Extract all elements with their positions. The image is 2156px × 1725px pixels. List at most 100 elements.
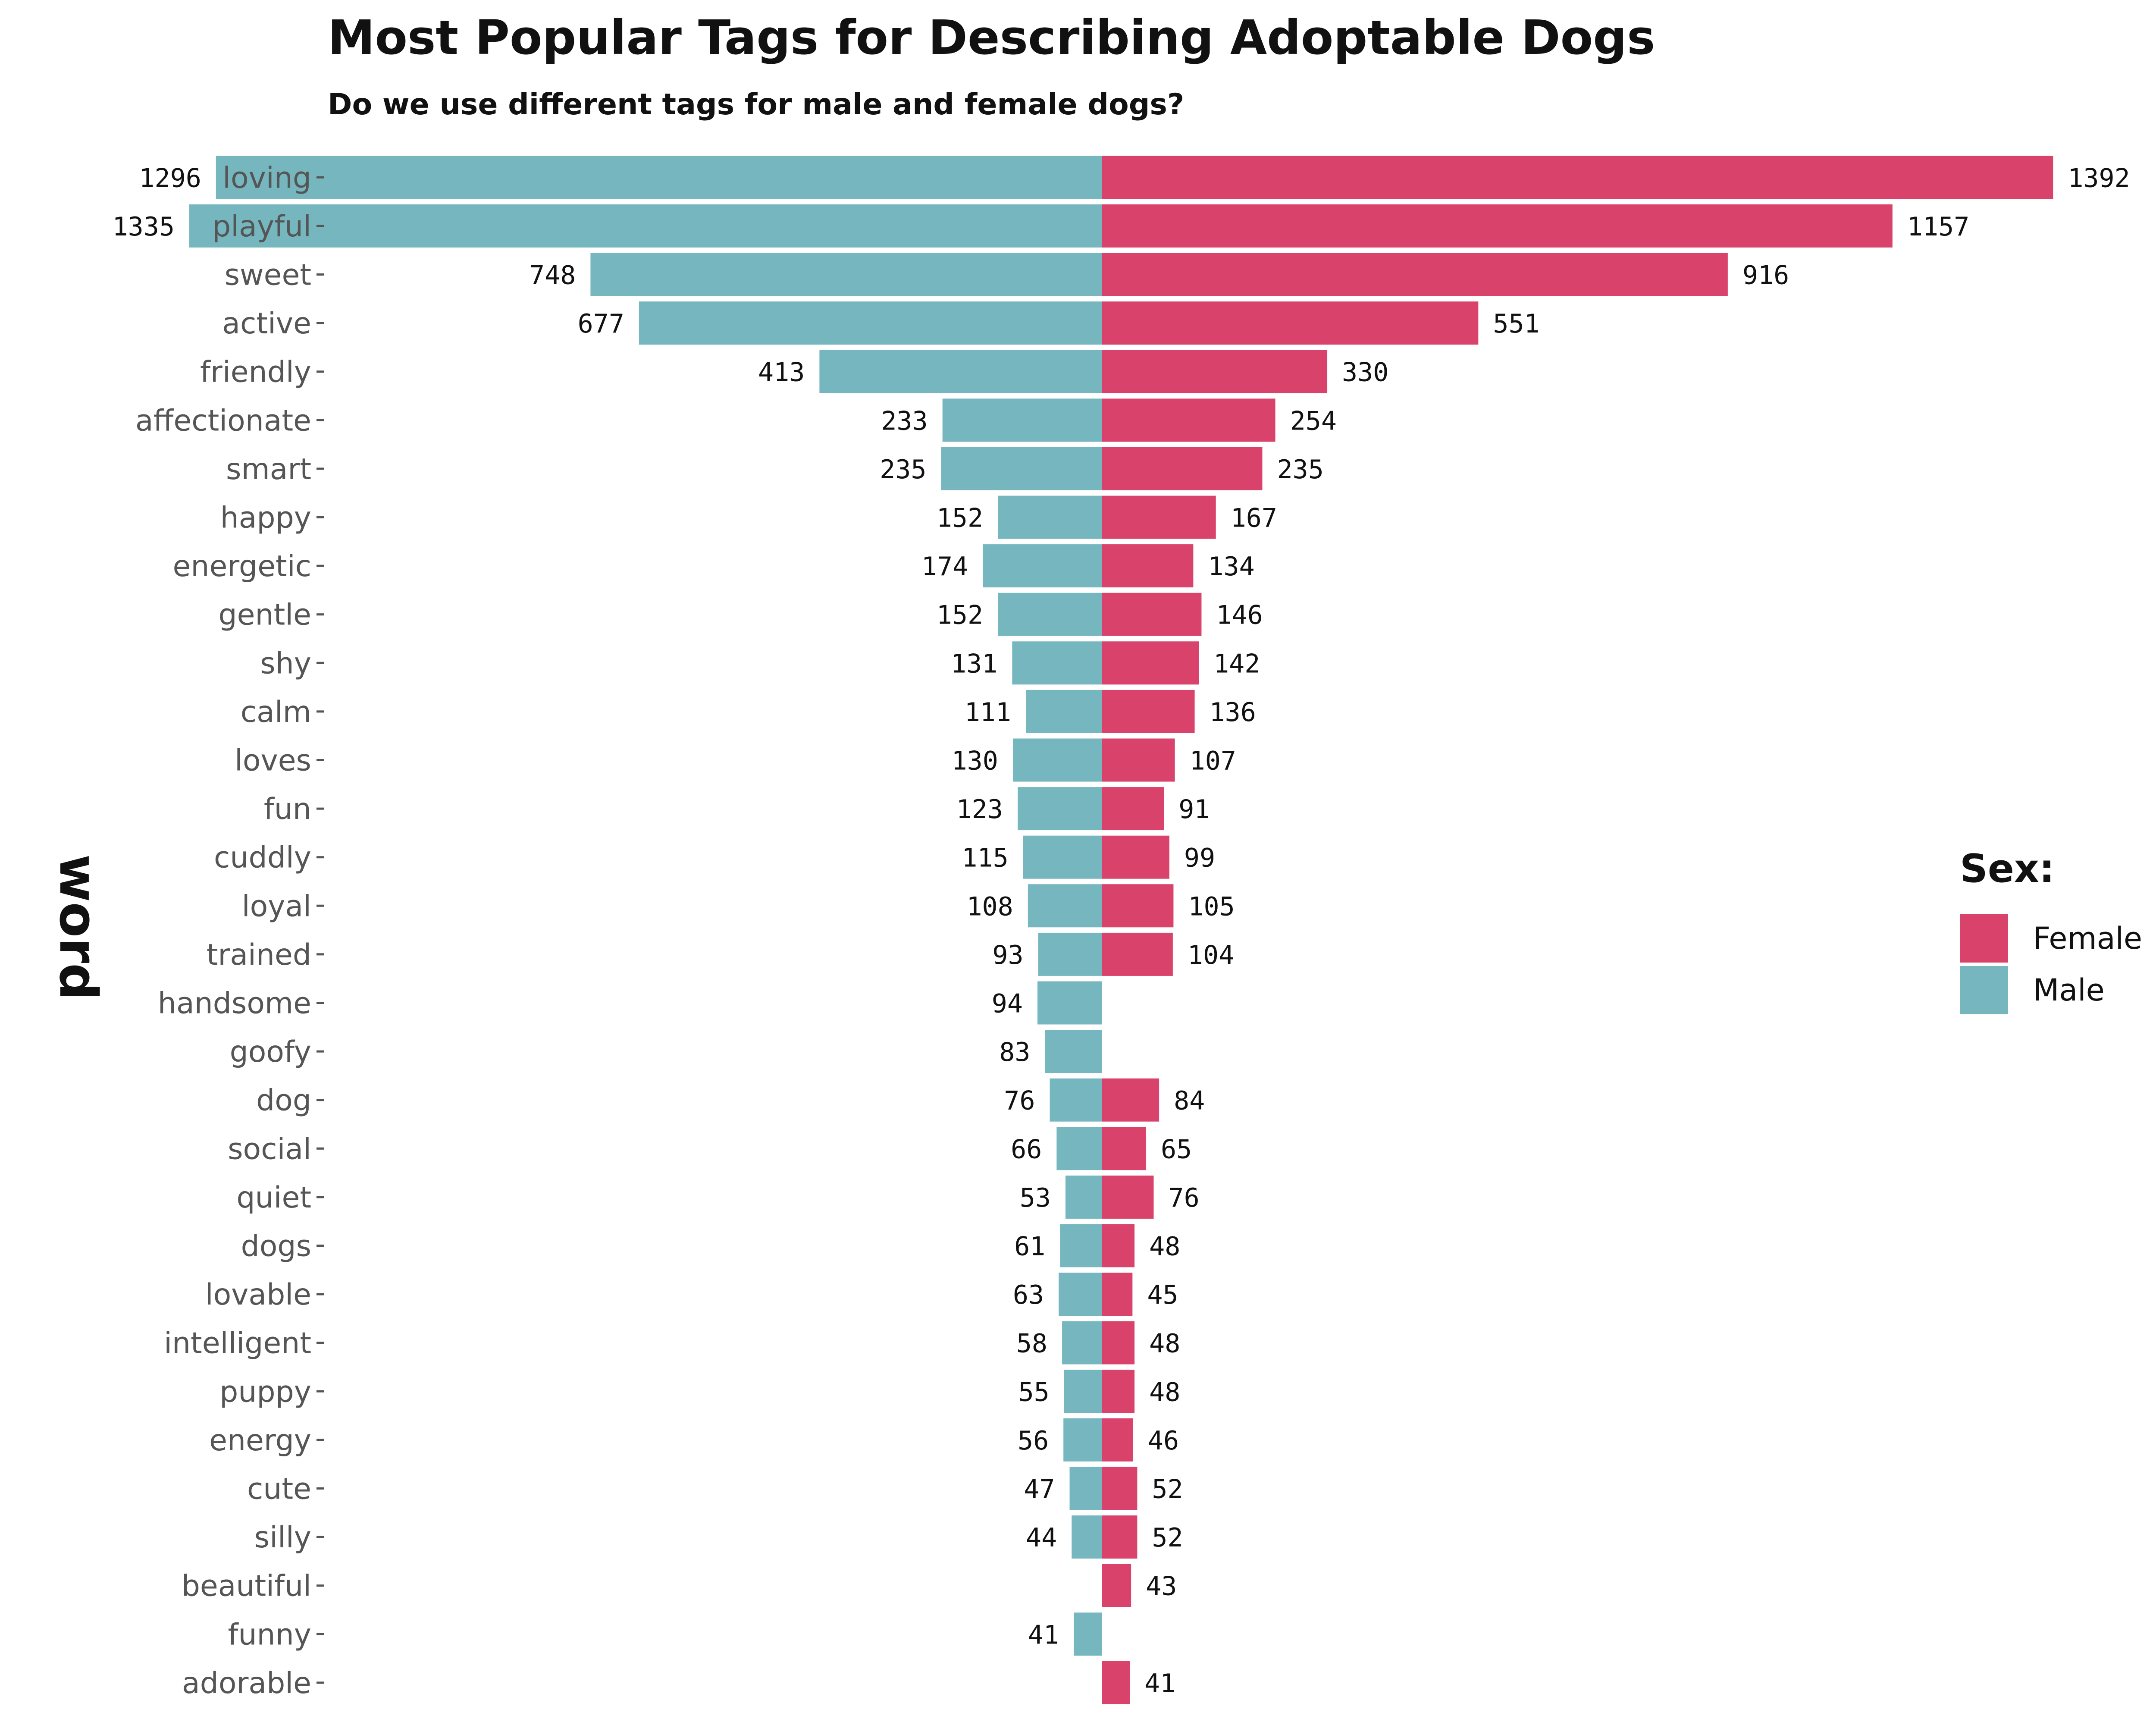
bar-female-cute xyxy=(1102,1467,1138,1510)
category-label-handsome: handsome xyxy=(158,987,311,1021)
category-label-social: social xyxy=(228,1132,311,1166)
bar-male-funny xyxy=(1074,1612,1102,1656)
category-label-fun: fun xyxy=(264,792,311,826)
bar-male-puppy xyxy=(1064,1370,1102,1413)
value-label-female-adorable: 41 xyxy=(1144,1669,1175,1699)
category-label-cuddly: cuddly xyxy=(214,841,311,875)
bar-female-calm xyxy=(1102,690,1195,733)
bar-male-handsome xyxy=(1037,981,1102,1025)
value-label-male-goofy: 83 xyxy=(999,1037,1030,1067)
bar-male-loves xyxy=(1012,738,1102,782)
value-label-male-lovable: 63 xyxy=(1013,1280,1044,1310)
value-label-female-trained: 104 xyxy=(1188,940,1234,970)
bar-male-active xyxy=(639,301,1102,345)
bar-female-friendly xyxy=(1102,350,1328,393)
value-label-male-affectionate: 233 xyxy=(881,406,928,436)
value-label-male-dog: 76 xyxy=(1004,1086,1035,1116)
bar-male-fun xyxy=(1018,787,1102,831)
bar-female-gentle xyxy=(1102,593,1202,636)
bar-female-energetic xyxy=(1102,544,1194,588)
bar-male-energy xyxy=(1063,1418,1102,1462)
value-label-male-energetic: 174 xyxy=(921,552,968,582)
value-label-male-sweet: 748 xyxy=(529,260,576,291)
bar-male-social xyxy=(1056,1127,1102,1170)
value-label-female-sweet: 916 xyxy=(1742,260,1789,291)
bar-male-smart xyxy=(941,447,1102,490)
bar-male-calm xyxy=(1026,690,1102,733)
category-label-intelligent: intelligent xyxy=(164,1327,311,1361)
value-label-male-shy: 131 xyxy=(951,649,997,679)
legend-label-female: Female xyxy=(2033,921,2142,956)
value-label-female-active: 551 xyxy=(1493,309,1539,339)
bar-female-energy xyxy=(1102,1418,1133,1462)
bar-female-loves xyxy=(1102,738,1175,782)
value-label-female-smart: 235 xyxy=(1277,455,1323,485)
category-label-loving: loving xyxy=(222,161,311,195)
value-label-male-loving: 1296 xyxy=(139,163,201,193)
value-label-male-dogs: 61 xyxy=(1014,1232,1045,1262)
category-label-dogs: dogs xyxy=(241,1229,311,1264)
value-label-male-handsome: 94 xyxy=(992,989,1023,1019)
value-labels: 1296 1392 1335 1157 748 916 677 551 413 330 233 254… xyxy=(113,163,2130,1699)
value-label-male-friendly: 413 xyxy=(758,358,805,388)
value-label-female-affectionate: 254 xyxy=(1290,406,1337,436)
bar-female-cuddly xyxy=(1102,835,1169,879)
category-label-friendly: friendly xyxy=(200,355,311,389)
value-label-male-calm: 111 xyxy=(965,697,1011,728)
legend: Sex: Female Male xyxy=(1960,846,2142,1014)
category-label-goofy: goofy xyxy=(230,1035,311,1069)
category-label-funny: funny xyxy=(228,1618,311,1652)
value-label-female-happy: 167 xyxy=(1231,503,1277,533)
value-label-female-puppy: 48 xyxy=(1149,1377,1180,1407)
bar-female-active xyxy=(1102,301,1479,345)
y-axis-title: word xyxy=(48,854,108,1000)
bar-male-quiet xyxy=(1065,1175,1102,1219)
value-label-female-cuddly: 99 xyxy=(1184,843,1215,873)
category-label-active: active xyxy=(222,307,311,341)
category-label-quiet: quiet xyxy=(236,1181,311,1215)
category-label-sweet: sweet xyxy=(225,258,311,292)
category-label-energy: energy xyxy=(209,1424,311,1458)
category-label-loyal: loyal xyxy=(242,889,311,923)
category-label-loves: loves xyxy=(235,744,311,778)
category-label-dog: dog xyxy=(256,1084,311,1118)
value-label-male-playful: 1335 xyxy=(113,212,175,242)
value-label-male-quiet: 53 xyxy=(1020,1183,1051,1213)
bar-male-dog xyxy=(1050,1078,1102,1122)
category-label-beautiful: beautiful xyxy=(182,1569,311,1603)
chart-title: Most Popular Tags for Describing Adoptab… xyxy=(328,10,1655,65)
value-label-male-cuddly: 115 xyxy=(962,843,1008,873)
bar-male-shy xyxy=(1012,641,1102,685)
bar-male-intelligent xyxy=(1062,1321,1102,1364)
value-label-male-gentle: 152 xyxy=(937,600,983,630)
legend-swatch-male xyxy=(1960,966,2008,1014)
bar-female-dogs xyxy=(1102,1224,1135,1267)
bar-female-playful xyxy=(1102,204,1893,248)
category-label-playful: playful xyxy=(212,210,311,244)
bar-female-affectionate xyxy=(1102,398,1275,442)
value-label-female-loving: 1392 xyxy=(2068,163,2130,193)
bar-male-cuddly xyxy=(1023,835,1102,879)
value-label-female-intelligent: 48 xyxy=(1149,1329,1180,1359)
category-label-silly: silly xyxy=(254,1521,311,1555)
legend-title: Sex: xyxy=(1960,846,2055,891)
bar-male-silly xyxy=(1072,1515,1102,1559)
value-label-female-energetic: 134 xyxy=(1208,552,1254,582)
value-label-male-cute: 47 xyxy=(1024,1474,1055,1505)
value-label-male-trained: 93 xyxy=(992,940,1023,970)
value-label-female-dog: 84 xyxy=(1174,1086,1205,1116)
category-label-shy: shy xyxy=(260,646,311,681)
value-label-male-loyal: 108 xyxy=(966,891,1013,922)
value-label-female-cute: 52 xyxy=(1152,1474,1183,1505)
bar-female-loyal xyxy=(1102,884,1174,928)
category-label-calm: calm xyxy=(241,695,311,729)
value-label-female-energy: 46 xyxy=(1148,1426,1179,1456)
category-label-happy: happy xyxy=(220,501,311,535)
value-label-male-fun: 123 xyxy=(956,794,1003,825)
bar-female-puppy xyxy=(1102,1370,1135,1413)
bar-male-energetic xyxy=(983,544,1102,588)
value-label-female-shy: 142 xyxy=(1213,649,1260,679)
bar-male-friendly xyxy=(819,350,1102,393)
